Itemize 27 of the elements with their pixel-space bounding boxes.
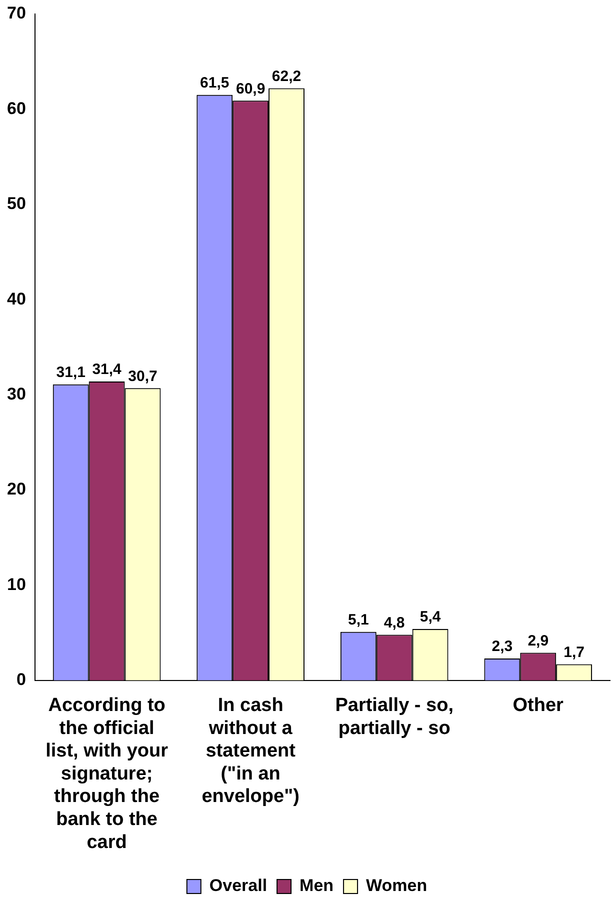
y-tick-label: 50 bbox=[6, 194, 26, 214]
data-label: 2,9 bbox=[528, 632, 549, 650]
data-label: 2,3 bbox=[492, 638, 513, 656]
data-label: 31,4 bbox=[92, 361, 122, 378]
data-label: 5,4 bbox=[420, 608, 442, 626]
y-tick-label: 70 bbox=[6, 4, 26, 23]
data-label: 31,1 bbox=[56, 364, 86, 381]
data-label: 60,9 bbox=[236, 80, 266, 98]
data-label: 30,7 bbox=[128, 368, 158, 385]
y-tick-label: 40 bbox=[6, 289, 26, 308]
y-tick-label: 20 bbox=[6, 480, 26, 499]
data-label: 61,5 bbox=[200, 74, 230, 92]
x-tick-label: In cash without a statement ("in an envelope") bbox=[202, 695, 300, 808]
data-label: 5,1 bbox=[348, 611, 369, 628]
y-tick-label: 60 bbox=[6, 98, 26, 118]
legend-label: Overall bbox=[209, 876, 268, 896]
x-tick-label: According to the official list, with your signature; through the bank to the card bbox=[46, 695, 169, 853]
x-tick-label: Other bbox=[512, 695, 564, 716]
y-tick-label: 10 bbox=[6, 574, 26, 594]
legend-label: Men bbox=[300, 876, 334, 896]
data-label: 62,2 bbox=[272, 68, 302, 85]
y-tick-label: 0 bbox=[16, 670, 26, 690]
legend-label: Women bbox=[366, 876, 428, 896]
data-label: 1,7 bbox=[564, 644, 584, 661]
data-label: 4,8 bbox=[384, 614, 405, 632]
x-tick-label: Partially - so, partially - so bbox=[335, 695, 454, 739]
y-tick-label: 30 bbox=[6, 384, 26, 404]
